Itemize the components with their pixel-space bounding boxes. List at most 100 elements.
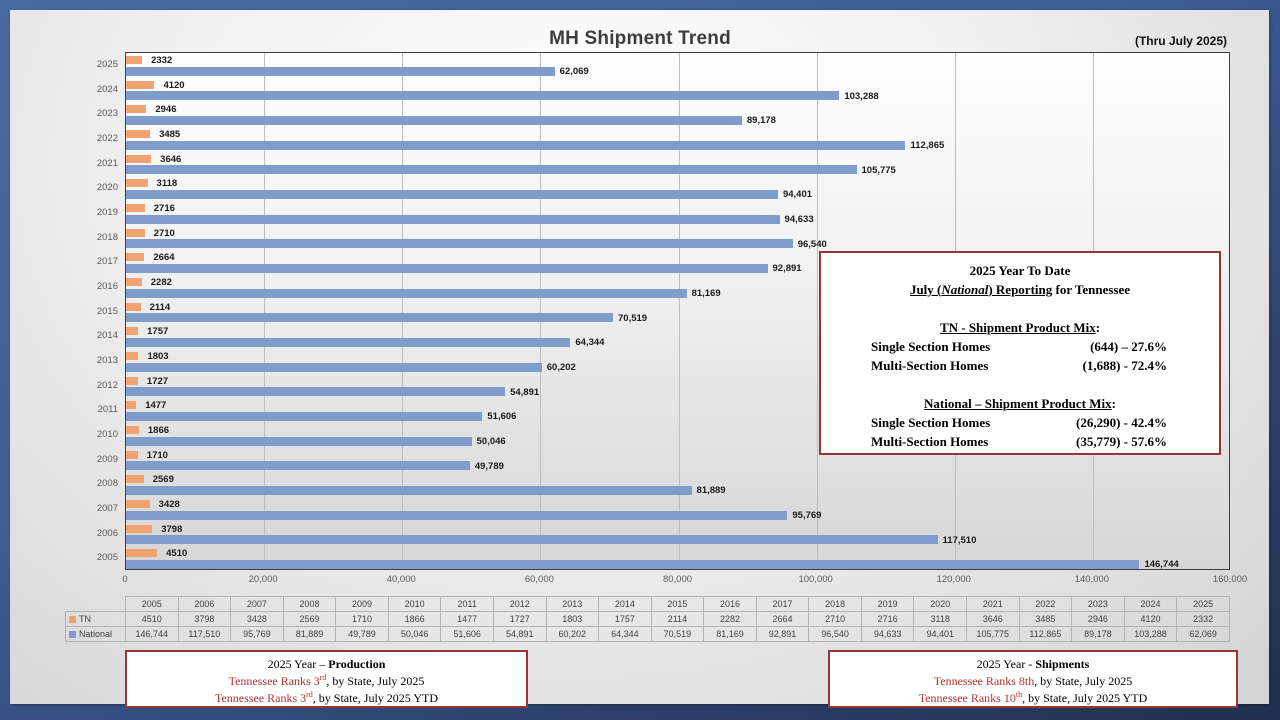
rank-rest-text: , by State, July 2025 <box>1034 674 1133 688</box>
tn-bar <box>126 105 147 114</box>
y-axis-label: 2009 <box>96 453 118 465</box>
table-value-cell: 2569 <box>282 611 337 627</box>
national-bar <box>126 337 571 347</box>
tn-bar-value: 3646 <box>160 153 182 165</box>
tn-legend-swatch <box>69 616 76 623</box>
tn-bar-value: 2282 <box>150 277 172 288</box>
table-header-row: 2005 2006 2007 2008 2009 2010 2011 2012 2013 2014… <box>66 596 1230 612</box>
table-value-cell: 81,889 <box>282 626 337 642</box>
national-bar-value: 81,889 <box>696 485 726 497</box>
mix-label: Single Section Homes <box>871 339 991 354</box>
national-bar <box>126 436 472 446</box>
table-year-header: 2023 <box>1071 596 1125 612</box>
table-year-header: 2011 <box>440 596 494 612</box>
tn-bar <box>126 352 139 360</box>
national-bar-value: 105,775 <box>861 164 896 176</box>
table-series-row: TN 4510 3798 3428 2569 1710 1866 1477 1727 1803 17… <box>65 611 1230 627</box>
table-value-cell: 81,169 <box>703 626 757 642</box>
tn-bar-value: 1757 <box>147 326 169 338</box>
shipments-rank-box: 2025 Year - Shipments Tennessee Ranks 8t… <box>828 650 1238 708</box>
table-series-label: National <box>65 626 126 642</box>
national-bar <box>126 387 506 397</box>
x-axis-labels: 0 20,000 40,000 60,000 80,000 100,000 120,000 1… <box>122 574 1247 590</box>
table-value-cell: 2664 <box>755 611 810 627</box>
tn-bar <box>126 450 138 459</box>
national-bar-value: 70,519 <box>618 312 648 324</box>
table-value-cell: 1477 <box>440 611 494 627</box>
y-axis-label: 2020 <box>96 182 118 194</box>
production-rank-title: 2025 Year – Production <box>267 657 386 671</box>
table-year-header: 2025 <box>1176 596 1230 612</box>
table-year-header: 2005 <box>125 596 179 612</box>
table-value-cell: 51,606 <box>440 626 494 642</box>
tn-mix-header: TN - Shipment Product Mix: <box>939 320 1101 335</box>
mix-label: Multi-Section Homes <box>871 434 989 449</box>
table-value-cell: 70,519 <box>650 626 705 642</box>
table-year-header: 2021 <box>966 596 1020 612</box>
y-axis-label: 2005 <box>96 552 118 564</box>
table-value-cell: 4120 <box>1123 611 1178 627</box>
y-axis-label: 2007 <box>96 502 118 514</box>
rank-rest-text: , by State, July 2025 YTD <box>312 691 439 705</box>
tn-bar <box>126 179 148 188</box>
tn-bar <box>126 376 138 385</box>
national-bar-value: 112,865 <box>910 140 945 151</box>
tn-bar <box>126 426 139 434</box>
national-bar <box>126 91 840 101</box>
tn-bar-value: 1477 <box>145 400 167 412</box>
rank-line: Tennessee Ranks 3rd, by State, July 2025… <box>127 690 526 707</box>
table-value-cell: 92,891 <box>755 626 810 642</box>
national-bar <box>126 510 788 520</box>
y-axis-label: 2013 <box>96 354 118 366</box>
mix-value: (644) – 27.6% <box>1090 339 1167 354</box>
table-value-cell: 96,540 <box>808 626 862 642</box>
y-axis-label: 2017 <box>96 256 118 268</box>
tn-bar <box>126 524 153 533</box>
x-axis-tick-label: 0 <box>122 574 128 585</box>
y-axis-label: 2019 <box>96 206 118 218</box>
national-bar-value: 92,891 <box>772 263 802 275</box>
table-value-cell: 1727 <box>492 611 547 627</box>
national-bar-value: 81,169 <box>691 288 721 299</box>
rank-rest-text: , by State, July 2025 <box>326 674 425 688</box>
production-rank-box: 2025 Year – Production Tennessee Ranks 3… <box>125 650 528 708</box>
x-axis-tick-label: 160,000 <box>1212 574 1248 585</box>
y-axis-label: 2012 <box>96 379 118 391</box>
rank-red-text: Tennessee Ranks 8th <box>933 674 1035 688</box>
x-axis-tick-label: 20,000 <box>248 574 278 585</box>
rank-rest-text: , by State, July 2025 YTD <box>1022 691 1148 705</box>
national-bar <box>126 66 555 76</box>
rank-red-text: Tennessee Ranks 3rd <box>228 673 327 689</box>
tn-bar-value: 1727 <box>146 375 169 387</box>
national-bar <box>126 362 542 372</box>
y-axis-label: 2010 <box>96 428 118 440</box>
national-bar-value: 103,288 <box>844 90 879 102</box>
table-value-cell: 146,744 <box>125 626 179 642</box>
x-axis-tick-label: 140,000 <box>1074 574 1110 585</box>
gridline <box>816 53 818 569</box>
table-value-cell: 2946 <box>1071 611 1125 627</box>
tn-bar-value: 3485 <box>159 129 181 140</box>
national-bar-value: 95,769 <box>792 510 822 521</box>
mix-row: Multi-Section Homes (35,779) - 57.6% <box>821 432 1219 451</box>
tn-bar <box>126 401 137 410</box>
table-value-cell: 105,775 <box>966 626 1020 642</box>
table-value-cell: 94,401 <box>913 626 967 642</box>
table-value-cell: 50,046 <box>387 626 442 642</box>
x-axis-tick-label: 80,000 <box>662 574 693 585</box>
national-bar-value: 54,891 <box>510 386 540 398</box>
table-value-cell: 112,865 <box>1018 626 1073 642</box>
y-axis-label: 2025 <box>96 58 118 70</box>
x-axis-tick-label: 100,000 <box>798 574 833 585</box>
mix-label: Single Section Homes <box>871 415 991 430</box>
table-value-cell: 3798 <box>177 611 232 627</box>
tn-bar-value: 4510 <box>166 548 188 560</box>
mix-label: Multi-Section Homes <box>871 358 989 373</box>
national-bar-value: 94,401 <box>782 189 813 201</box>
tn-bar <box>126 302 141 311</box>
spacer <box>821 299 1219 318</box>
national-bar-value: 96,540 <box>797 238 827 250</box>
table-value-cell: 1803 <box>545 611 600 627</box>
slide-background: MH Shipment Trend (Thru July 2025) 2025 2… <box>10 10 1269 708</box>
